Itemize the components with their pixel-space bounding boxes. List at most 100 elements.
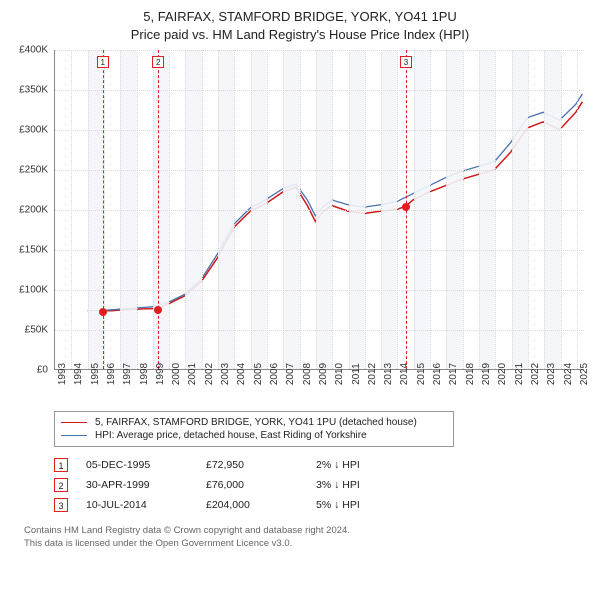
gridline-v xyxy=(234,50,235,369)
gridline-v xyxy=(120,50,121,369)
event-num-box: 3 xyxy=(54,498,68,512)
gridline-v xyxy=(104,50,105,369)
x-axis-labels: 1993199419951996199719981999200020012002… xyxy=(54,372,584,402)
x-tick-label: 2025 xyxy=(579,363,590,385)
x-tick-label: 1997 xyxy=(122,363,133,385)
gridline-v xyxy=(251,50,252,369)
x-tick-label: 2020 xyxy=(497,363,508,385)
y-tick-label: £100K xyxy=(19,285,48,296)
chart: £0£50K£100K£150K£200K£250K£300K£350K£400… xyxy=(12,50,588,405)
gridline-v xyxy=(169,50,170,369)
y-tick-label: £350K xyxy=(19,85,48,96)
title-block: 5, FAIRFAX, STAMFORD BRIDGE, YORK, YO41 … xyxy=(12,8,588,44)
x-tick-label: 2007 xyxy=(285,363,296,385)
x-tick-label: 2004 xyxy=(236,363,247,385)
y-tick-label: £200K xyxy=(19,205,48,216)
gridline-h xyxy=(55,130,584,131)
legend-row: 5, FAIRFAX, STAMFORD BRIDGE, YORK, YO41 … xyxy=(61,416,447,429)
gridline-v xyxy=(300,50,301,369)
x-tick-label: 2018 xyxy=(465,363,476,385)
event-price: £76,000 xyxy=(206,479,316,491)
event-num-box: 1 xyxy=(54,458,68,472)
gridline-v xyxy=(185,50,186,369)
y-tick-label: £400K xyxy=(19,45,48,56)
gridline-v xyxy=(88,50,89,369)
gridline-v xyxy=(153,50,154,369)
x-tick-label: 1995 xyxy=(90,363,101,385)
event-delta: 3% ↓ HPI xyxy=(316,479,426,491)
x-tick-label: 2011 xyxy=(351,364,362,386)
x-tick-label: 2008 xyxy=(302,363,313,385)
gridline-v xyxy=(446,50,447,369)
event-delta: 2% ↓ HPI xyxy=(316,459,426,471)
title-line-2: Price paid vs. HM Land Registry's House … xyxy=(12,26,588,44)
event-dot xyxy=(154,306,162,314)
legend: 5, FAIRFAX, STAMFORD BRIDGE, YORK, YO41 … xyxy=(54,411,454,447)
x-tick-label: 2024 xyxy=(563,363,574,385)
x-tick-label: 2005 xyxy=(253,363,264,385)
x-tick-label: 2015 xyxy=(416,363,427,385)
event-date: 10-JUL-2014 xyxy=(86,499,206,511)
x-tick-label: 1999 xyxy=(155,363,166,385)
x-tick-label: 2000 xyxy=(171,363,182,385)
footer-line-2: This data is licensed under the Open Gov… xyxy=(24,538,588,551)
gridline-v xyxy=(267,50,268,369)
x-tick-label: 2013 xyxy=(383,363,394,385)
event-date: 30-APR-1999 xyxy=(86,479,206,491)
gridline-v xyxy=(544,50,545,369)
event-delta: 5% ↓ HPI xyxy=(316,499,426,511)
gridline-v xyxy=(71,50,72,369)
x-tick-label: 2006 xyxy=(269,363,280,385)
y-tick-label: £250K xyxy=(19,165,48,176)
gridline-v xyxy=(365,50,366,369)
y-axis-labels: £0£50K£100K£150K£200K£250K£300K£350K£400… xyxy=(12,50,52,370)
x-tick-label: 2003 xyxy=(220,363,231,385)
title-line-1: 5, FAIRFAX, STAMFORD BRIDGE, YORK, YO41 … xyxy=(12,8,588,26)
footer-line-1: Contains HM Land Registry data © Crown c… xyxy=(24,525,588,538)
y-tick-label: £300K xyxy=(19,125,48,136)
gridline-h xyxy=(55,290,584,291)
x-tick-label: 2022 xyxy=(530,363,541,385)
x-tick-label: 1998 xyxy=(139,363,150,385)
gridline-v xyxy=(283,50,284,369)
legend-label: HPI: Average price, detached house, East… xyxy=(95,430,367,441)
gridline-v xyxy=(349,50,350,369)
gridline-v xyxy=(137,50,138,369)
gridline-v xyxy=(528,50,529,369)
gridline-v xyxy=(397,50,398,369)
event-marker-box: 2 xyxy=(152,56,164,68)
gridline-v xyxy=(577,50,578,369)
chart-container: 5, FAIRFAX, STAMFORD BRIDGE, YORK, YO41 … xyxy=(0,0,600,561)
x-tick-label: 2021 xyxy=(514,363,525,385)
legend-swatch xyxy=(61,435,87,436)
event-row: 230-APR-1999£76,0003% ↓ HPI xyxy=(54,475,588,495)
series-property xyxy=(103,102,583,311)
x-tick-label: 1996 xyxy=(106,363,117,385)
gridline-h xyxy=(55,90,584,91)
x-tick-label: 2019 xyxy=(481,363,492,385)
legend-label: 5, FAIRFAX, STAMFORD BRIDGE, YORK, YO41 … xyxy=(95,417,417,428)
y-tick-label: £50K xyxy=(25,325,48,336)
x-tick-label: 2001 xyxy=(187,363,198,385)
event-price: £204,000 xyxy=(206,499,316,511)
event-marker-box: 1 xyxy=(97,56,109,68)
gridline-h xyxy=(55,50,584,51)
gridline-v xyxy=(414,50,415,369)
gridline-v xyxy=(430,50,431,369)
x-tick-label: 2009 xyxy=(318,363,329,385)
event-dot xyxy=(99,308,107,316)
gridline-v xyxy=(218,50,219,369)
gridline-v xyxy=(495,50,496,369)
legend-swatch xyxy=(61,422,87,423)
gridline-v xyxy=(479,50,480,369)
x-tick-label: 1994 xyxy=(73,363,84,385)
gridline-v xyxy=(202,50,203,369)
x-tick-label: 2017 xyxy=(448,363,459,385)
gridline-v xyxy=(463,50,464,369)
events-table: 105-DEC-1995£72,9502% ↓ HPI230-APR-1999£… xyxy=(54,455,588,515)
event-row: 3 10-JUL-2014£204,0005% ↓ HPI xyxy=(54,495,588,515)
event-price: £72,950 xyxy=(206,459,316,471)
legend-row: HPI: Average price, detached house, East… xyxy=(61,429,447,442)
x-tick-label: 2002 xyxy=(204,363,215,385)
gridline-h xyxy=(55,330,584,331)
